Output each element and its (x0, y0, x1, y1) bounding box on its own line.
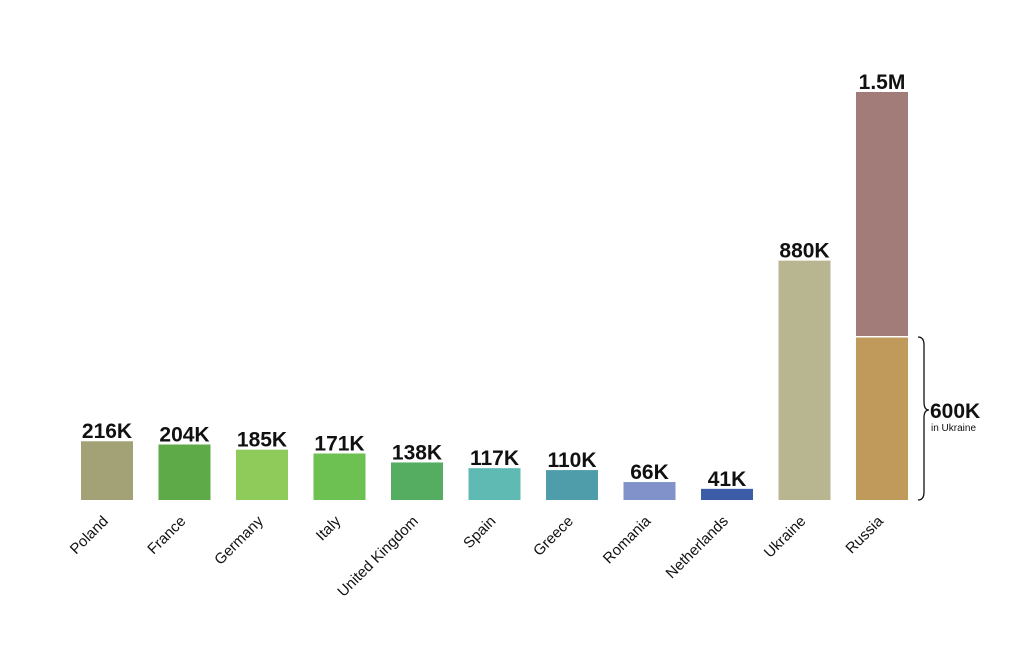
x-tick-label: Poland (67, 513, 112, 558)
value-label: 117K (470, 447, 519, 470)
bar (623, 482, 676, 500)
bar (313, 453, 366, 500)
x-tick-label: Italy (313, 512, 345, 544)
x-tick-label: Romania (600, 512, 655, 567)
value-label: 66K (630, 461, 669, 484)
value-label: 880K (779, 240, 829, 263)
bar (81, 441, 133, 500)
bar (701, 488, 753, 500)
value-label: 110K (547, 449, 596, 472)
value-label: 41K (708, 468, 747, 491)
value-label: 204K (159, 424, 209, 447)
value-label: 216K (82, 420, 132, 443)
x-tick-label: United Kingdom (334, 513, 421, 600)
bar (778, 260, 831, 500)
value-label: 171K (314, 432, 364, 455)
value-label: 185K (237, 429, 287, 452)
bar (391, 462, 443, 500)
x-tick-label: Germany (211, 512, 267, 568)
x-tick-label: Ukraine (761, 513, 810, 562)
x-tick-label: Russia (842, 512, 887, 557)
bar (158, 444, 211, 500)
x-tick-label: Netherlands (663, 513, 732, 582)
value-label: 138K (392, 441, 442, 464)
annotation-label: 600K (930, 400, 980, 423)
bar (468, 468, 521, 500)
bar (236, 449, 288, 500)
bar-segment (856, 336, 908, 500)
x-tick-label: Spain (460, 513, 499, 552)
brace (917, 336, 930, 501)
x-tick-label: France (144, 513, 189, 558)
value-label: 1.5M (859, 71, 906, 94)
x-tick-label: Greece (530, 513, 577, 560)
annotation-note: in Ukraine (931, 423, 976, 434)
bar (546, 470, 598, 500)
